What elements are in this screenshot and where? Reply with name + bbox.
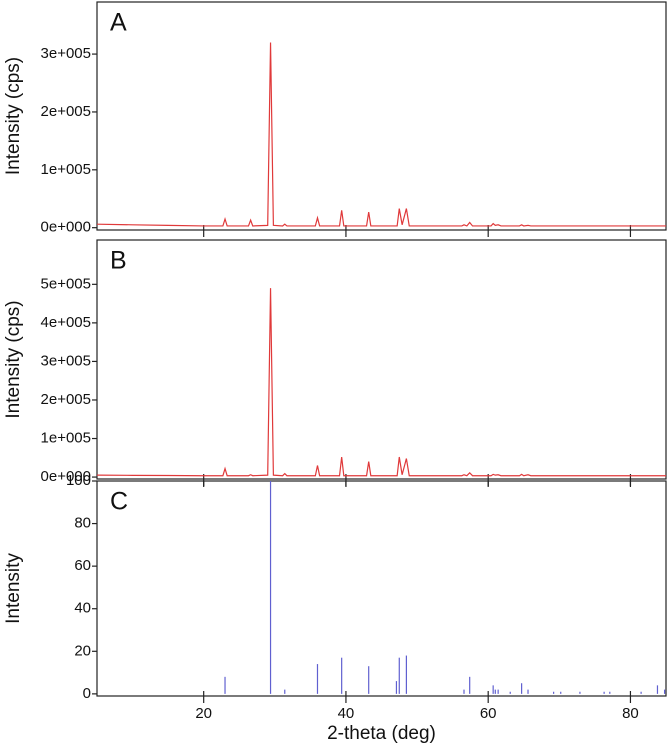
y-tick-label: 1e+005 xyxy=(41,161,91,178)
y-tick-label: 0 xyxy=(83,685,91,702)
y-tick-label: 0e+000 xyxy=(41,219,91,236)
panel-frame xyxy=(96,239,667,480)
x-tick-label: 40 xyxy=(338,705,355,722)
x-tick-label: 20 xyxy=(195,705,212,722)
y-tick-label: 100 xyxy=(66,472,91,489)
panel-label: A xyxy=(110,9,127,37)
x-tick-label: 80 xyxy=(622,705,639,722)
y-axis-label: Intensity xyxy=(3,553,24,624)
y-tick-label: 20 xyxy=(74,642,91,659)
panel-label: B xyxy=(110,247,127,275)
panel-frame xyxy=(96,1,667,231)
y-tick-label: 2e+005 xyxy=(41,103,91,120)
y-tick-label: 40 xyxy=(74,600,91,617)
y-tick-label: 60 xyxy=(74,557,91,574)
y-tick-label: 0e+000 xyxy=(41,468,91,485)
data-line xyxy=(96,288,666,477)
y-tick-label: 5e+005 xyxy=(41,275,91,292)
y-tick-label: 3e+005 xyxy=(41,352,91,369)
y-tick-label: 1e+005 xyxy=(41,429,91,446)
y-axis-label: Intensity (cps) xyxy=(3,300,24,418)
data-line xyxy=(96,42,666,227)
panel-frame xyxy=(96,480,667,697)
y-tick-label: 80 xyxy=(74,515,91,532)
x-axis-label: 2-theta (deg) xyxy=(327,723,436,744)
x-tick-label: 60 xyxy=(480,705,497,722)
panel-label: C xyxy=(110,488,128,516)
y-tick-label: 4e+005 xyxy=(41,314,91,331)
y-axis-label: Intensity (cps) xyxy=(3,57,24,175)
y-tick-label: 3e+005 xyxy=(41,45,91,62)
y-tick-label: 2e+005 xyxy=(41,391,91,408)
